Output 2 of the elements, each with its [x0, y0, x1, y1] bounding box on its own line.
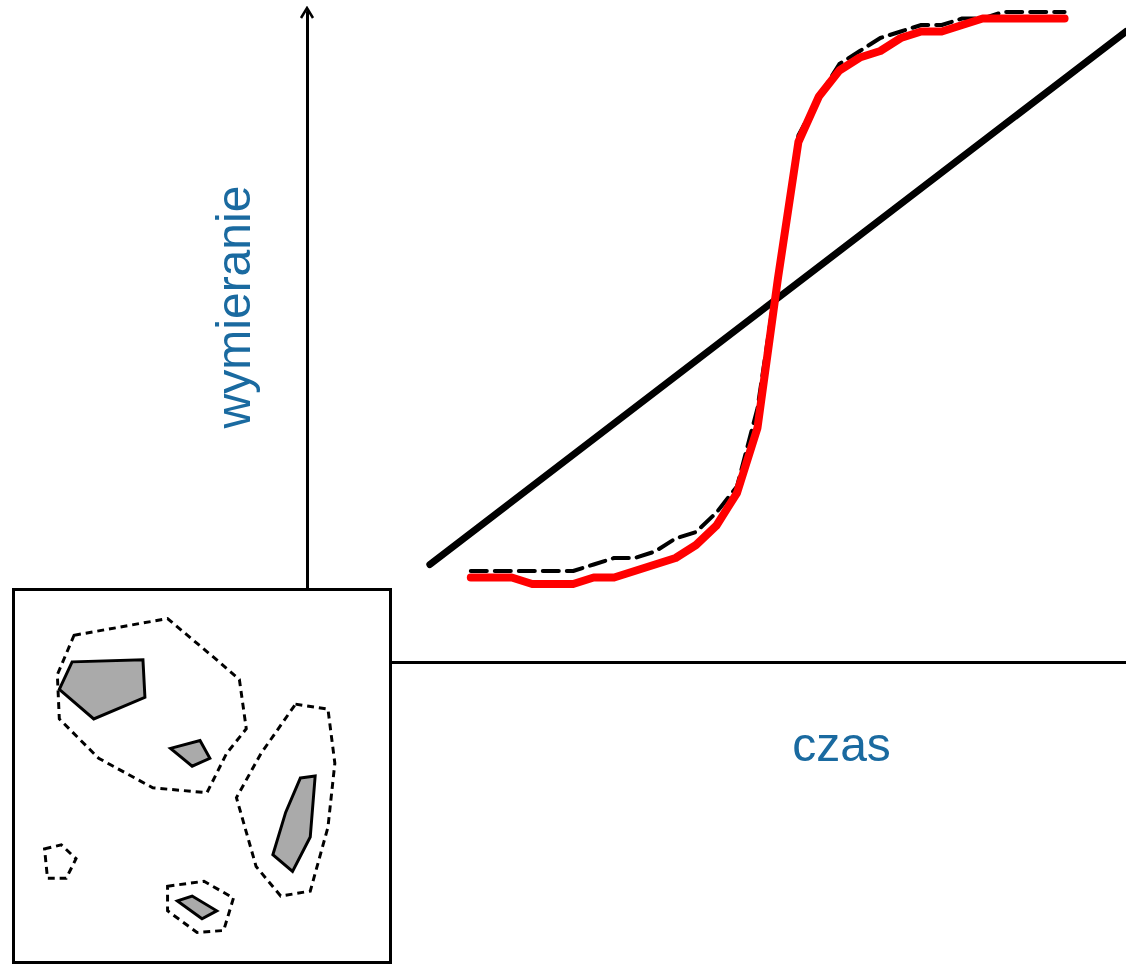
- y-axis-title: wymieranie: [206, 185, 260, 430]
- x-axis-title: czas: [792, 717, 891, 771]
